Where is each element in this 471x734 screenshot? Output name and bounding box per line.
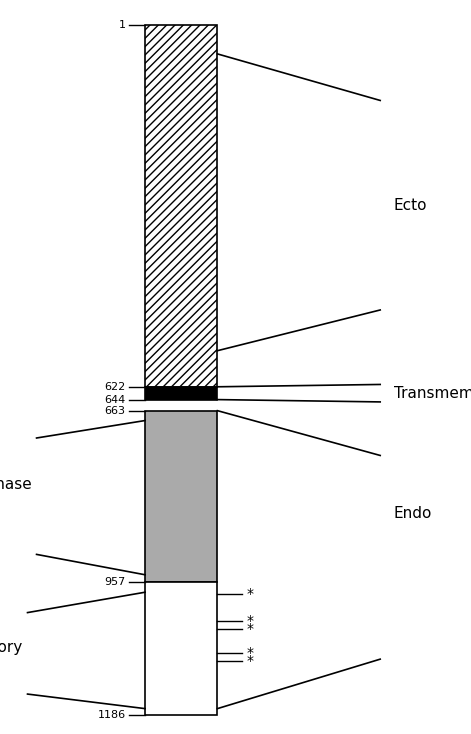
Text: *: * [247, 647, 254, 661]
Text: Regulatory: Regulatory [0, 640, 23, 655]
Text: *: * [247, 614, 254, 628]
Bar [145, 410, 218, 582]
Text: 1: 1 [119, 21, 126, 30]
Text: 957: 957 [105, 577, 126, 586]
Text: *: * [247, 654, 254, 668]
Text: *: * [247, 587, 254, 601]
Text: Endo: Endo [394, 506, 432, 521]
Text: Ecto: Ecto [394, 197, 427, 213]
Text: 663: 663 [105, 406, 126, 415]
Text: Transmembrane: Transmembrane [394, 385, 471, 401]
Text: 1186: 1186 [97, 710, 126, 720]
Text: 622: 622 [105, 382, 126, 392]
Text: *: * [247, 622, 254, 636]
Bar [145, 387, 218, 399]
Bar [145, 26, 218, 387]
Bar [145, 582, 218, 715]
Text: Kinase: Kinase [0, 477, 32, 492]
Text: 644: 644 [105, 395, 126, 404]
Bar [145, 399, 218, 410]
